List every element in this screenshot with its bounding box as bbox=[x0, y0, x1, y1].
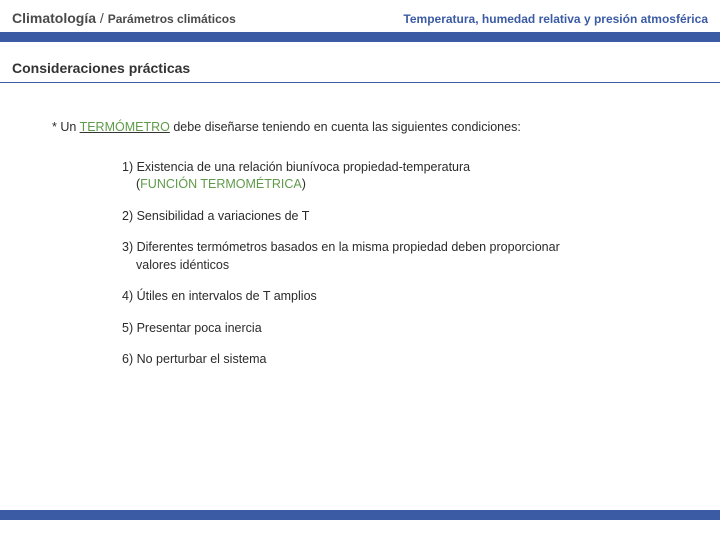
top-accent-bar bbox=[0, 32, 720, 42]
condition-1-main: 1) Existencia de una relación biunívoca … bbox=[122, 159, 660, 177]
header-right-rest: , humedad relativa y presión atmosférica bbox=[475, 12, 708, 26]
header-topic: Parámetros climáticos bbox=[108, 12, 236, 26]
condition-3-sub: valores idénticos bbox=[122, 257, 660, 275]
header-right: Temperatura, humedad relativa y presión … bbox=[403, 12, 708, 26]
condition-6: 6) No perturbar el sistema bbox=[122, 351, 700, 369]
condition-1-sub: (FUNCIÓN TERMOMÉTRICA) bbox=[122, 176, 660, 194]
header-left: Climatología / Parámetros climáticos bbox=[12, 10, 236, 26]
header-course: Climatología bbox=[12, 10, 96, 26]
condition-1: 1) Existencia de una relación biunívoca … bbox=[122, 159, 700, 194]
header-right-emph: Temperatura bbox=[403, 12, 475, 26]
condition-1-sub-term: FUNCIÓN TERMOMÉTRICA bbox=[140, 177, 302, 191]
condition-2: 2) Sensibilidad a variaciones de T bbox=[122, 208, 700, 226]
conditions-list: 1) Existencia de una relación biunívoca … bbox=[52, 159, 700, 369]
condition-5-main: 5) Presentar poca inercia bbox=[122, 321, 262, 335]
intro-line: * Un TERMÓMETRO debe diseñarse teniendo … bbox=[52, 119, 700, 137]
condition-3-main: 3) Diferentes termómetros basados en la … bbox=[122, 239, 660, 257]
content-area: * Un TERMÓMETRO debe diseñarse teniendo … bbox=[0, 83, 720, 369]
condition-3: 3) Diferentes termómetros basados en la … bbox=[122, 239, 700, 274]
condition-5: 5) Presentar poca inercia bbox=[122, 320, 700, 338]
condition-4: 4) Útiles en intervalos de T amplios bbox=[122, 288, 700, 306]
intro-term: TERMÓMETRO bbox=[80, 120, 170, 134]
section-title: Consideraciones prácticas bbox=[0, 42, 720, 82]
intro-suffix: debe diseñarse teniendo en cuenta las si… bbox=[170, 120, 521, 134]
intro-prefix: * Un bbox=[52, 120, 80, 134]
bottom-accent-bar bbox=[0, 510, 720, 520]
condition-6-main: 6) No perturbar el sistema bbox=[122, 352, 267, 366]
condition-1-sub-close: ) bbox=[302, 177, 306, 191]
header-separator: / bbox=[96, 10, 108, 26]
condition-4-main: 4) Útiles en intervalos de T amplios bbox=[122, 289, 317, 303]
condition-2-main: 2) Sensibilidad a variaciones de T bbox=[122, 209, 309, 223]
slide-header: Climatología / Parámetros climáticos Tem… bbox=[0, 0, 720, 30]
